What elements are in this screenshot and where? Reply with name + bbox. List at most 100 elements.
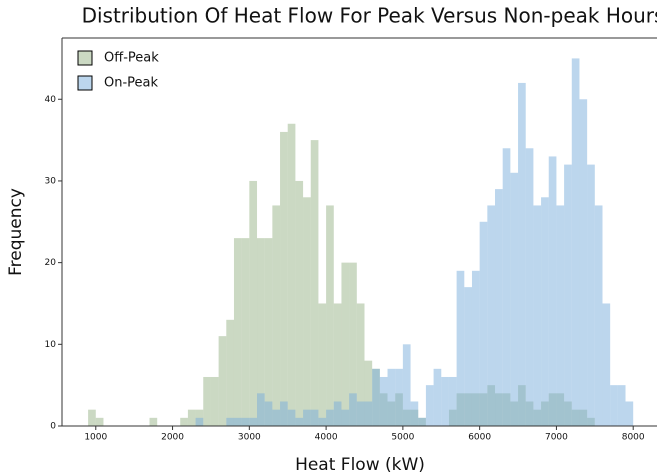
bar [410, 401, 419, 426]
bar [264, 238, 273, 426]
y-axis-label: Frequency [6, 188, 26, 276]
y-tick-label: 10 [45, 340, 57, 350]
bar [241, 238, 250, 426]
bar [349, 393, 357, 426]
bar [464, 287, 472, 426]
bar [379, 376, 388, 426]
legend-swatch [77, 75, 93, 91]
x-tick-label: 1000 [84, 433, 107, 443]
bar [349, 262, 357, 426]
bar [303, 197, 311, 426]
bar [395, 368, 403, 426]
bar [318, 303, 327, 426]
legend-label: On-Peak [104, 76, 159, 91]
x-tick-label: 7000 [545, 433, 568, 443]
legend-swatch [77, 50, 93, 66]
bar [564, 164, 572, 426]
bar [272, 409, 281, 426]
bar [541, 197, 549, 426]
bar [341, 262, 350, 426]
bar [226, 319, 234, 426]
x-tick-label: 6000 [468, 433, 491, 443]
bar [249, 180, 258, 426]
bar [571, 58, 580, 426]
bar [495, 189, 503, 426]
bar [287, 123, 296, 426]
x-tick-label: 3000 [238, 433, 261, 443]
bar [149, 417, 158, 426]
bar [233, 238, 242, 426]
bar [364, 360, 373, 426]
bar [249, 417, 258, 426]
y-tick-label: 40 [45, 95, 57, 105]
bar [441, 376, 449, 426]
bar [303, 409, 311, 426]
bar [287, 409, 296, 426]
bar [257, 393, 265, 426]
bar [364, 401, 373, 426]
x-axis-label: Heat Flow (kW) [295, 455, 425, 475]
bar [402, 344, 411, 426]
bar [226, 417, 234, 426]
bar [518, 82, 526, 426]
bar [610, 385, 618, 426]
bar [579, 99, 588, 427]
bar [387, 368, 396, 426]
y-tick-label: 0 [50, 422, 56, 432]
bar [617, 385, 626, 426]
bar [602, 303, 611, 426]
bar [487, 205, 496, 426]
bar [318, 417, 327, 426]
bar [587, 164, 595, 426]
bar [356, 401, 365, 426]
bar [95, 417, 104, 426]
bar [310, 409, 319, 426]
x-tick-label: 2000 [161, 433, 184, 443]
y-tick-label: 30 [45, 176, 57, 186]
bar [479, 221, 488, 426]
bar [187, 409, 196, 426]
bar [326, 409, 334, 426]
bar [295, 180, 304, 426]
chart-title: Distribution Of Heat Flow For Peak Versu… [82, 4, 657, 28]
bar [556, 205, 565, 426]
bar [203, 376, 211, 426]
bar [257, 238, 265, 426]
bar [310, 140, 319, 426]
bar [333, 303, 342, 426]
bar [502, 148, 511, 426]
bar [241, 417, 250, 426]
x-tick-label: 5000 [391, 433, 414, 443]
bar [295, 417, 304, 426]
bar [448, 376, 457, 426]
bar [525, 148, 534, 426]
bar [280, 401, 288, 426]
bar [180, 417, 188, 426]
x-tick-label: 4000 [315, 433, 338, 443]
bar [425, 385, 434, 426]
bar [510, 172, 519, 426]
bar [233, 417, 242, 426]
bar [372, 368, 380, 426]
bar [533, 205, 542, 426]
bar [418, 417, 426, 426]
bar [625, 401, 634, 426]
bar [433, 368, 442, 426]
y-tick-label: 20 [45, 258, 57, 268]
bar [218, 336, 227, 426]
bar [333, 401, 342, 426]
x-tick-label: 8000 [622, 433, 645, 443]
bar [341, 409, 350, 426]
bar [210, 376, 219, 426]
bar [548, 156, 557, 426]
bar [326, 205, 334, 426]
legend-label: Off-Peak [104, 51, 159, 66]
bar [471, 270, 480, 426]
bar [88, 409, 96, 426]
bar [280, 131, 288, 427]
bar [264, 401, 273, 426]
bar [356, 303, 365, 426]
bar [456, 270, 465, 426]
bar [594, 205, 603, 426]
